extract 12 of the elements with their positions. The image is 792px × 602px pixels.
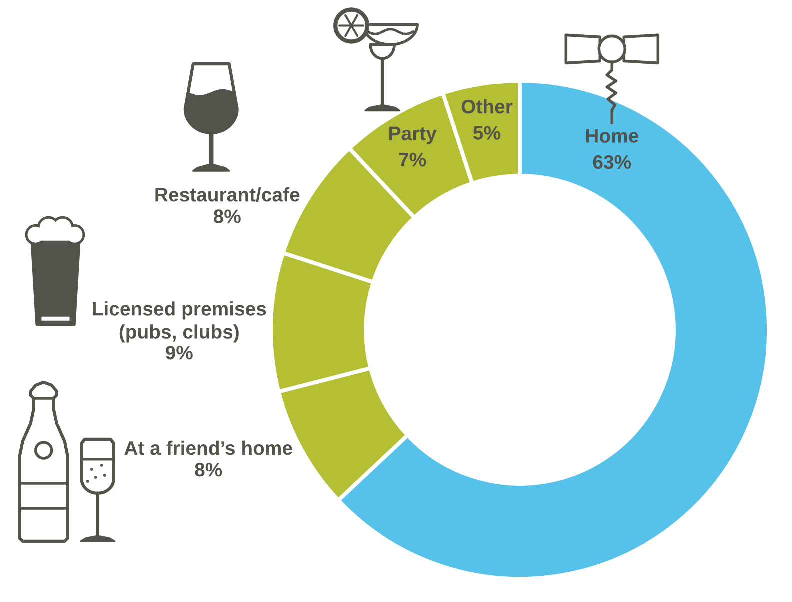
data-label: 8%	[214, 210, 241, 224]
data-label: 5%	[474, 126, 501, 140]
slice-label: Other	[462, 99, 513, 114]
slice-label: Party	[390, 126, 437, 144]
data-label: 9%	[166, 346, 193, 360]
data-label: 8%	[195, 463, 222, 477]
data-label: 7%	[399, 153, 426, 167]
slice-label: Home	[586, 129, 639, 143]
data-label: 63%	[593, 155, 632, 170]
slice-label: Licensed premises (pubs, clubs)	[93, 302, 266, 343]
slice-label: At a friend’s home	[124, 440, 292, 456]
slice-label: Restaurant/cafe	[156, 188, 300, 202]
